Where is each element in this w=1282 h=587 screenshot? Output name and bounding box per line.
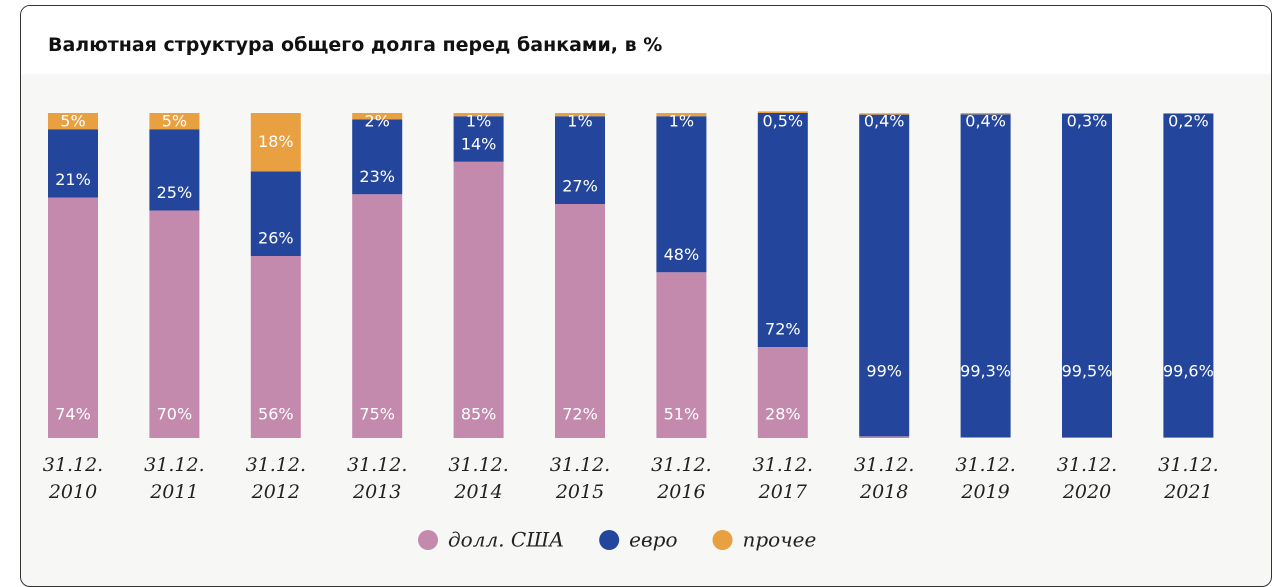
bar-segment [859,114,910,437]
bar-segment [250,256,301,438]
bar-segment [960,114,1011,438]
value-label: 99,3% [960,362,1011,381]
bar-segment [149,129,200,211]
x-tick-label: 31.12. 2021 [1158,454,1219,503]
x-tick-label: 31.12. 2010 [42,454,104,503]
bar-segment [48,129,98,198]
bar-segment [48,197,98,438]
value-label: 0,3% [1067,112,1108,131]
bar-segment [1163,113,1214,114]
bar-segment [453,161,504,438]
chart-title: Валютная структура общего долга перед ба… [48,34,663,56]
bar-segment [250,113,301,172]
value-label: 99,6% [1163,362,1214,381]
bar-segment [1062,437,1112,438]
x-tick-label: 31.12. 2018 [853,454,915,503]
legend-label: долл. США [448,528,564,552]
x-tick-label: 31.12. 2019 [955,454,1016,503]
bar-segment [656,113,707,117]
header: Валютная структура общего долга перед ба… [21,6,1271,74]
value-label: 74% [55,405,91,424]
value-label: 99% [866,362,902,381]
bar-segment [555,116,605,204]
bar-segment [555,113,605,117]
value-label: 26% [258,229,294,248]
bar-segment [1062,113,1112,438]
value-label: 2% [365,112,390,131]
bar-segment [757,113,808,347]
value-label: 0,2% [1168,112,1209,131]
legend-swatch [712,530,733,550]
x-tick-label: 31.12. 2017 [752,454,814,503]
value-label: 0,4% [864,112,905,131]
value-label: 5% [60,112,85,131]
chart: 74% 21% 5% 70% 25% 5% 56% 26% 18% 75% 23% 2% 85% 14% 1… [48,111,1214,552]
x-tick-label: 31.12. 2015 [549,454,611,503]
bar-segment [960,437,1011,438]
bar-segment [656,272,707,438]
bar-segment [1163,113,1214,438]
value-label: 14% [461,134,497,153]
value-label: 25% [157,183,193,202]
value-label: 72% [562,405,598,424]
value-label: 0,5% [762,112,803,131]
bar-segment [960,113,1011,115]
x-tick-label: 31.12. 2013 [346,454,408,503]
value-label: 1% [466,112,491,131]
legend-swatch [418,530,438,550]
bar-segment [555,204,605,438]
bar-segment [149,210,200,438]
value-label: 56% [258,405,294,424]
value-label: 23% [359,167,395,186]
x-tick-label: 31.12. 2012 [245,454,307,503]
bar-segment [149,113,200,130]
value-label: 1% [669,112,694,131]
value-label: 51% [664,405,700,424]
legend-swatch [599,530,620,550]
bar-segment [757,347,808,438]
value-label: 72% [765,320,801,339]
value-label: 18% [258,132,294,151]
x-tick-label: 31.12. 2016 [651,454,712,503]
bar-segment [859,113,910,115]
x-tick-label: 31.12. 2014 [448,454,509,503]
value-label: 1% [567,112,592,131]
bar-segment [352,113,403,120]
value-label: 28% [765,405,801,424]
value-label: 99,5% [1062,362,1113,381]
value-label: 27% [562,177,598,196]
value-label: 21% [55,170,91,189]
bar-segment [250,171,301,256]
bar-segment [352,119,403,195]
bar-segment [757,111,808,113]
page: Валютная структура общего долга перед ба… [20,5,1272,587]
value-label: 85% [461,405,497,424]
bar-segment [352,194,403,438]
bar-segment [453,113,504,117]
bar-segment [1163,437,1214,438]
value-label: 70% [157,405,193,424]
value-label: 75% [359,405,395,424]
legend-label: евро [629,528,677,552]
x-tick-label: 31.12. 2020 [1056,454,1118,503]
x-tick-label: 31.12. 2011 [144,454,205,503]
bar-segment [453,116,504,162]
bar-segment [656,116,707,273]
value-label: 48% [664,245,700,264]
bar-segment [859,436,910,438]
value-label: 0,4% [965,112,1006,131]
bar-segment [1062,113,1112,114]
bar-segment [48,113,98,130]
value-label: 5% [162,112,187,131]
legend-label: прочее [743,528,817,552]
